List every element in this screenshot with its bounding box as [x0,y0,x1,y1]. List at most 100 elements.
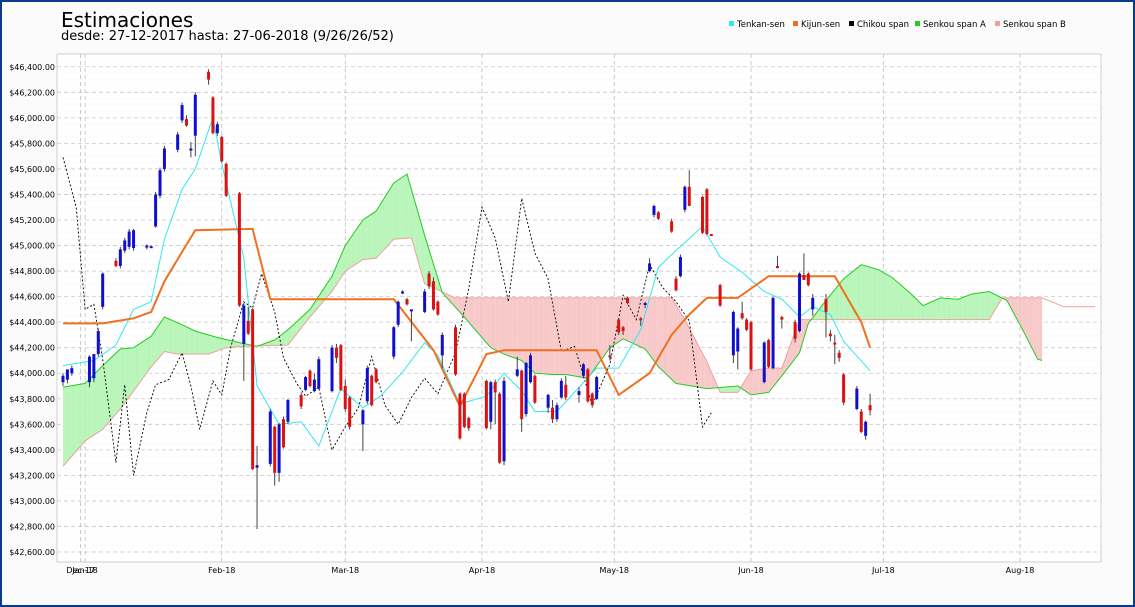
cloud-segment [854,268,857,320]
candle-body [639,318,643,321]
candle-body [409,309,413,312]
cloud-segment [585,297,588,379]
cloud-segment [76,384,79,452]
cloud-segment [993,293,996,313]
cloud-segment [814,311,818,320]
candle-body [401,291,405,294]
candle-body [339,345,343,390]
cloud-segment [391,182,394,242]
candle-body [515,369,519,376]
x-tick-label: Feb-18 [208,566,235,575]
cloud-segment [193,330,196,355]
candle-body [180,105,184,121]
cloud-segment [755,369,758,395]
cloud-segment [534,297,538,374]
candle-body [123,240,127,251]
cloud-segment [228,340,231,348]
cloud-segment [552,297,555,375]
cloud-segment [398,178,401,239]
y-tick-label: $44,600.00 [9,293,55,302]
cloud-segment [1017,297,1021,325]
y-tick-label: $46,400.00 [9,63,55,72]
candle-body [96,331,100,355]
cloud-segment [748,370,751,395]
cloud-segment [596,297,599,367]
candle-body [524,363,528,415]
cloud-segment [680,312,683,385]
candle-body [828,333,832,337]
cloud-segment [358,223,361,263]
candle-body [498,393,502,463]
candle-body [617,319,621,333]
cloud-segment [969,294,972,320]
y-tick-label: $45,200.00 [9,216,55,225]
cloud-segment [470,297,474,328]
cloud-segment [69,385,72,459]
legend-label: Chikou span [857,20,909,30]
candle-body [678,257,682,277]
cloud-segment [920,303,923,320]
cloud-segment [728,386,732,393]
cloud-segment [109,357,112,422]
cloud-segment [931,300,935,320]
legend-swatch [849,21,854,26]
cloud-segment [334,265,337,289]
cloud-segment [365,217,368,260]
candle-body [736,328,740,352]
cloud-segment [71,385,75,457]
y-tick-label: $46,200.00 [9,88,55,97]
legend-swatch [915,21,920,26]
cloud-segment [475,297,478,333]
cloud-segment [82,383,86,444]
candle-body [286,400,290,422]
candle-body [224,163,228,196]
cloud-segment [751,370,754,395]
cloud-segment [759,369,763,394]
cloud-segment [400,177,403,239]
senkou-span-a-line [62,173,1043,396]
cloud-segment [768,368,771,393]
candle-body [405,299,409,305]
x-tick-label: Apr-18 [469,566,495,575]
cloud-segment [896,281,899,320]
cloud-segment [120,348,123,409]
candle-body [502,380,506,462]
cloud-segment [702,353,705,389]
cloud-segment [704,357,707,389]
cloud-segment [753,370,756,395]
candle-body [775,265,779,268]
cloud-segment [559,297,562,375]
candle-body [255,465,259,468]
cloud-segment [378,204,381,256]
cloud-segment [642,297,646,349]
cloud-segment [409,181,412,239]
cloud-segment [126,348,130,401]
candle-body [215,124,219,134]
cloud-segment [850,271,853,320]
y-tick-label: $42,600.00 [9,548,55,557]
cloud-segment [543,297,546,375]
cloud-segment [651,297,654,361]
cloud-segment [122,348,125,407]
cloud-segment [80,383,83,447]
cloud-segment [1013,297,1016,317]
candle-body [493,382,497,393]
cloud-segment [115,351,119,415]
candle-body [687,186,691,206]
cloud-segment [1037,297,1040,360]
cloud-segment [422,227,425,284]
candle-body [824,299,828,312]
candles [61,69,872,530]
candle-body [158,170,162,196]
candle-body [396,301,400,325]
cloud-segment [431,256,434,288]
candle-body [656,212,660,219]
cloud-segment [662,297,665,374]
kijun-sen-line [63,227,872,409]
cloud-segment [195,331,198,355]
candle-body [149,246,153,249]
y-tick-label: $44,000.00 [9,369,55,378]
cloud-segment [424,235,427,285]
cloud-segment [592,297,595,373]
cloud-segment [272,340,275,346]
